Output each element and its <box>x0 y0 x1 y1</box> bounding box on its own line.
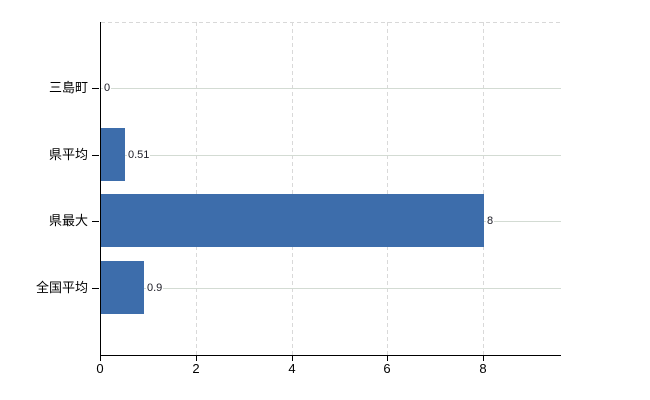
y-axis-tick <box>92 288 99 289</box>
v-gridline <box>483 22 484 355</box>
category-label: 三島町 <box>48 80 88 95</box>
bar-value-label: 0.51 <box>127 148 151 162</box>
bar-県最大 <box>101 194 484 247</box>
x-axis-tick-label: 2 <box>192 361 200 376</box>
category-label: 県平均 <box>48 147 88 162</box>
x-axis-tick <box>483 356 484 361</box>
x-axis-tick-label: 4 <box>288 361 296 376</box>
v-gridline <box>387 22 388 355</box>
x-axis-tick <box>387 356 388 361</box>
bar-value-label: 8 <box>486 214 495 228</box>
v-gridline <box>196 22 197 355</box>
x-axis-tick <box>100 356 101 361</box>
category-label: 県最大 <box>48 213 88 228</box>
y-axis-tick <box>92 155 99 156</box>
x-axis-tick-label: 6 <box>383 361 391 376</box>
bar-value-label: 0.9 <box>146 281 164 295</box>
gridline-top <box>101 22 561 23</box>
h-gridline <box>101 288 561 289</box>
x-axis-tick <box>292 356 293 361</box>
bar-県平均 <box>101 128 125 181</box>
h-gridline <box>101 155 561 156</box>
x-axis-tick-label: 8 <box>479 361 487 376</box>
y-axis-tick <box>92 221 99 222</box>
plot-area: 0 0.51 8 0.9 <box>100 22 561 356</box>
bar-value-label: 0 <box>103 81 112 95</box>
x-axis-tick-label: 0 <box>96 361 104 376</box>
category-label: 全国平均 <box>35 280 88 295</box>
bar-全国平均 <box>101 261 144 314</box>
x-axis-tick <box>196 356 197 361</box>
y-axis-tick <box>92 88 99 89</box>
h-gridline <box>101 88 561 89</box>
v-gridline <box>292 22 293 355</box>
